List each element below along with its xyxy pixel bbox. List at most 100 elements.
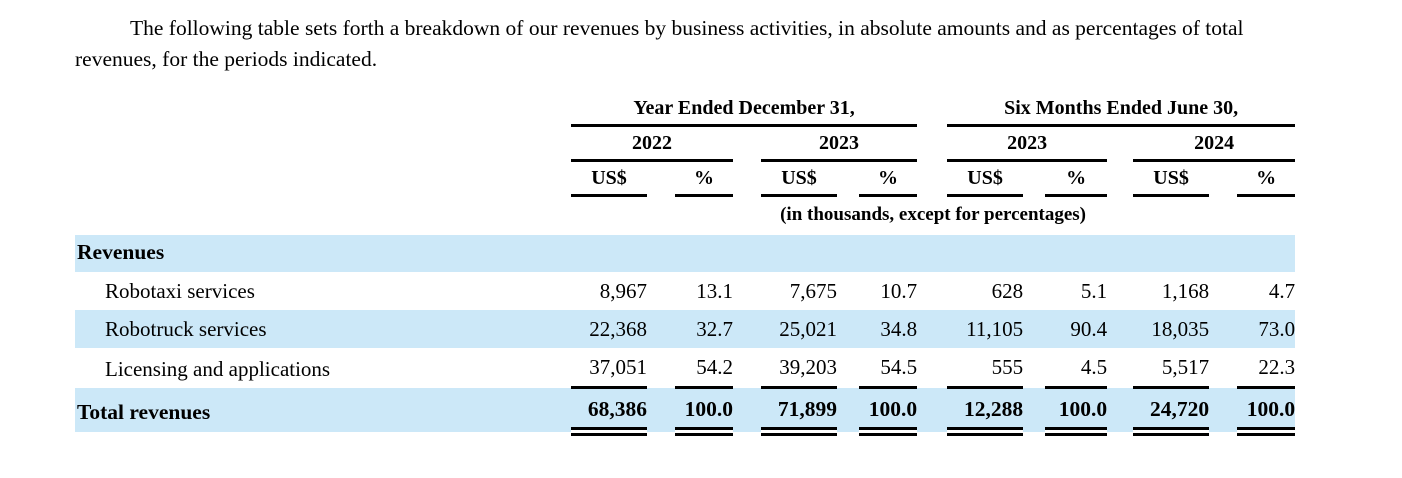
- total-value-cell: 71,899: [761, 387, 837, 437]
- row-label-total: Total revenues: [77, 399, 211, 424]
- gap-cell: [733, 348, 761, 388]
- gap-cell: [837, 272, 859, 310]
- unit-header-usd: US$: [1133, 160, 1210, 198]
- gap-cell: [1209, 348, 1237, 388]
- gap-cell: [1023, 388, 1045, 432]
- gap-cell: [1023, 348, 1045, 388]
- gap-cell: [1209, 272, 1237, 310]
- value-cell: 10.7: [880, 279, 918, 304]
- value-cell: 73.0: [1258, 317, 1296, 342]
- row-label: Robotruck services: [105, 317, 267, 342]
- year-header-2023: 2023: [761, 125, 918, 163]
- value-cell: 5.1: [1080, 279, 1108, 304]
- gap-cell: [733, 126, 761, 161]
- unit-header-percent: %: [675, 160, 733, 198]
- year-header-6m-2024: 2024: [1133, 125, 1296, 163]
- gap-cell: [1107, 161, 1133, 196]
- gap-cell: [1107, 126, 1133, 161]
- empty-label-cell: [75, 161, 571, 196]
- gap-cell: [1107, 310, 1133, 348]
- value-cell: 54.2: [675, 348, 733, 390]
- year-header-2022: 2022: [571, 125, 733, 163]
- gap-cell: [733, 272, 761, 310]
- gap-cell: [917, 310, 947, 348]
- gap-cell: [733, 388, 761, 432]
- unit-header-percent: %: [1237, 160, 1296, 198]
- gap-cell: [917, 348, 947, 388]
- revenue-breakdown-table: Year Ended December 31, Six Months Ended…: [75, 92, 1296, 437]
- gap-cell: [1023, 272, 1045, 310]
- gap-cell: [1023, 310, 1045, 348]
- gap-cell: [917, 272, 947, 310]
- total-value-cell: 100.0: [1237, 387, 1296, 437]
- gap-cell: [837, 388, 859, 432]
- gap-cell: [837, 348, 859, 388]
- value-cell: 7,675: [789, 279, 837, 304]
- value-cell: 34.8: [880, 317, 918, 342]
- gap-cell: [647, 388, 675, 432]
- table-row-licensing-and-applications: Licensing and applications 37,051 54.2 3…: [75, 348, 1296, 390]
- gap-cell: [917, 388, 947, 432]
- gap-cell: [837, 161, 859, 196]
- value-cell: 8,967: [599, 279, 647, 304]
- value-cell: 54.5: [859, 348, 918, 390]
- total-value-cell: 24,720: [1133, 387, 1210, 437]
- total-value-cell: 100.0: [675, 387, 733, 437]
- section-header-revenues: Revenues: [77, 240, 165, 265]
- gap-cell: [647, 310, 675, 348]
- total-value-cell: 68,386: [571, 387, 647, 437]
- value-cell: 1,168: [1161, 279, 1210, 304]
- year-header-6m-2023: 2023: [947, 125, 1108, 163]
- period-header-row: Year Ended December 31, Six Months Ended…: [75, 92, 1296, 128]
- value-cell: 13.1: [696, 279, 733, 304]
- note-row: (in thousands, except for percentages): [75, 196, 1295, 236]
- total-value-cell: 100.0: [859, 387, 918, 437]
- row-label: Robotaxi services: [105, 279, 255, 304]
- value-cell: 90.4: [1070, 317, 1108, 342]
- unit-header-usd: US$: [761, 160, 837, 198]
- gap-cell: [1209, 388, 1237, 432]
- value-cell: 18,035: [1151, 317, 1210, 342]
- unit-header-row: US$ % US$ % US$ % US$ %: [75, 160, 1296, 198]
- value-cell: 4.5: [1045, 348, 1108, 390]
- unit-header-percent: %: [859, 160, 918, 198]
- gap-cell: [917, 161, 947, 196]
- gap-cell: [647, 348, 675, 388]
- period-header-six-months-june-30: Six Months Ended June 30,: [947, 92, 1296, 128]
- empty-label-cell: [75, 92, 571, 126]
- empty-label-cell: [75, 126, 571, 161]
- units-note: (in thousands, except for percentages): [780, 204, 1087, 226]
- section-header-row: Revenues: [75, 235, 1296, 273]
- total-value-cell: 12,288: [947, 387, 1024, 437]
- gap-cell: [1107, 348, 1133, 388]
- gap-cell: [917, 126, 947, 161]
- year-header-row: 2022 2023 2023 2024: [75, 125, 1296, 163]
- total-value-cell: 100.0: [1045, 387, 1108, 437]
- unit-header-percent: %: [1045, 160, 1108, 198]
- value-cell: 22,368: [589, 317, 647, 342]
- period-header-year-ended-dec-31: Year Ended December 31,: [571, 92, 918, 128]
- gap-cell: [733, 161, 761, 196]
- value-cell: 25,021: [779, 317, 837, 342]
- gap-cell: [1107, 272, 1133, 310]
- gap-cell: [1107, 388, 1133, 432]
- value-cell: 22.3: [1237, 348, 1296, 390]
- table-row-robotaxi-services: Robotaxi services 8,967 13.1 7,675 10.7 …: [75, 272, 1295, 310]
- gap-cell: [647, 161, 675, 196]
- table-row-robotruck-services: Robotruck services 22,368 32.7 25,021 34…: [75, 310, 1296, 349]
- gap-cell: [647, 272, 675, 310]
- value-cell: 37,051: [571, 348, 647, 390]
- gap-cell: [917, 92, 947, 126]
- value-cell: 32.7: [696, 317, 733, 342]
- empty-label-cell: [75, 196, 571, 236]
- unit-header-usd: US$: [947, 160, 1024, 198]
- gap-cell: [1023, 161, 1045, 196]
- total-revenues-row: Total revenues 68,386 100.0 71,899 100.0…: [75, 387, 1296, 437]
- row-label: Licensing and applications: [105, 356, 331, 381]
- value-cell: 555: [947, 348, 1024, 390]
- gap-cell: [1209, 310, 1237, 348]
- intro-paragraph: The following table sets forth a breakdo…: [75, 16, 1244, 71]
- gap-cell: [733, 310, 761, 348]
- value-cell: 628: [991, 279, 1024, 304]
